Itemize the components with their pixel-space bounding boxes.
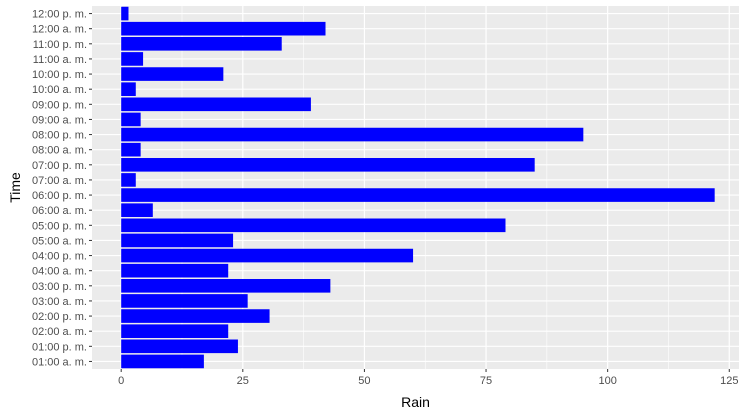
y-tick-label: 07:00 a. m.: [32, 175, 87, 187]
y-axis-ticks: 01:00 a. m. 01:00 p. m. 02:00 a. m. 02:00 p…: [32, 9, 92, 368]
bar: [121, 97, 311, 112]
y-axis-title: Time: [7, 172, 23, 203]
x-tick-label: 0: [118, 375, 124, 387]
y-tick-label: 09:00 p. m.: [32, 99, 87, 111]
bar: [121, 218, 506, 233]
y-tick-label: 03:00 p. m.: [32, 281, 87, 293]
bar: [121, 309, 270, 323]
bar: [121, 37, 282, 51]
plot-panel: [92, 6, 739, 369]
bar: [121, 6, 129, 21]
bar: [121, 339, 238, 354]
y-tick-label: 07:00 p. m.: [32, 160, 87, 172]
y-tick-label: 10:00 p. m.: [32, 69, 87, 81]
bar: [121, 263, 229, 278]
y-tick-label: 04:00 a. m.: [32, 266, 87, 278]
bar: [121, 248, 414, 263]
x-tick-label: 75: [480, 375, 492, 387]
y-tick-label: 01:00 a. m.: [32, 356, 87, 368]
y-tick-label: 05:00 p. m.: [32, 220, 87, 232]
x-tick-label: 25: [237, 375, 249, 387]
bar: [121, 279, 331, 293]
bar: [121, 142, 141, 157]
bar: [121, 67, 224, 81]
bar: [121, 354, 204, 369]
y-tick-label: 09:00 a. m.: [32, 114, 87, 126]
bar: [121, 294, 248, 308]
bar: [121, 52, 144, 66]
y-tick-label: 02:00 p. m.: [32, 311, 87, 323]
bar: [121, 158, 535, 172]
y-tick-label: 06:00 a. m.: [32, 205, 87, 217]
y-tick-label: 11:00 a. m.: [33, 54, 87, 66]
bar: [121, 324, 229, 338]
y-tick-label: 02:00 a. m.: [32, 326, 87, 338]
bar: [121, 82, 136, 96]
y-tick-label: 10:00 a. m.: [32, 84, 87, 96]
bar: [121, 21, 326, 36]
bar: [121, 233, 234, 248]
x-tick-label: 100: [598, 375, 616, 387]
bar: [121, 173, 136, 187]
bar: [121, 127, 584, 142]
y-tick-label: 12:00 a. m.: [32, 24, 87, 36]
y-tick-label: 08:00 p. m.: [32, 130, 87, 142]
y-tick-label: 06:00 p. m.: [32, 190, 87, 202]
bar: [121, 112, 141, 127]
y-tick-label: 12:00 p. m.: [32, 9, 87, 21]
y-tick-label: 11:00 p. m.: [33, 39, 87, 51]
bar: [121, 203, 153, 217]
x-tick-label: 50: [358, 375, 370, 387]
y-tick-label: 05:00 a. m.: [32, 235, 87, 247]
bar: [121, 188, 715, 202]
y-tick-label: 08:00 a. m.: [32, 145, 87, 157]
x-axis-ticks: 0 25 50 75 100 125: [118, 369, 738, 387]
y-tick-label: 04:00 p. m.: [32, 251, 87, 263]
grid-lines: [92, 6, 739, 369]
bars: [121, 6, 715, 369]
x-tick-label: 125: [720, 375, 738, 387]
y-tick-label: 01:00 p. m.: [32, 341, 87, 353]
x-axis-title: Rain: [401, 394, 430, 410]
y-tick-label: 03:00 a. m.: [32, 296, 87, 308]
